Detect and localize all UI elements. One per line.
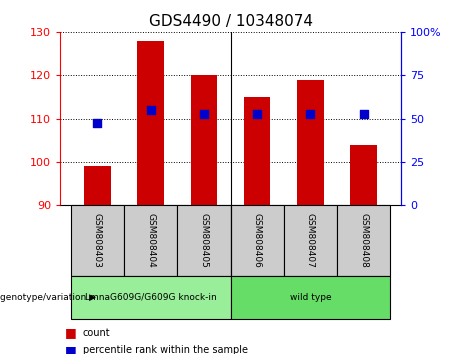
Bar <box>84 166 111 205</box>
Text: ■: ■ <box>65 326 76 339</box>
Text: genotype/variation ▶: genotype/variation ▶ <box>0 293 96 302</box>
Bar <box>230 276 390 319</box>
Point <box>307 112 314 117</box>
Text: LmnaG609G/G609G knock-in: LmnaG609G/G609G knock-in <box>85 293 216 302</box>
Point <box>200 112 207 117</box>
Text: GSM808408: GSM808408 <box>359 213 368 268</box>
Bar <box>350 144 377 205</box>
Bar <box>137 40 164 205</box>
Text: ■: ■ <box>65 344 76 354</box>
Text: count: count <box>83 328 111 338</box>
Bar <box>71 205 124 276</box>
Point <box>147 107 154 113</box>
Title: GDS4490 / 10348074: GDS4490 / 10348074 <box>148 14 313 29</box>
Point <box>360 112 367 117</box>
Bar <box>284 205 337 276</box>
Text: wild type: wild type <box>290 293 331 302</box>
Bar <box>71 276 230 319</box>
Bar <box>297 80 324 205</box>
Text: percentile rank within the sample: percentile rank within the sample <box>83 346 248 354</box>
Point <box>94 120 101 126</box>
Text: GSM808405: GSM808405 <box>199 213 208 268</box>
Bar <box>124 205 177 276</box>
Bar <box>244 97 271 205</box>
Text: GSM808404: GSM808404 <box>146 213 155 268</box>
Text: GSM808406: GSM808406 <box>253 213 262 268</box>
Bar <box>177 205 230 276</box>
Text: GSM808403: GSM808403 <box>93 213 102 268</box>
Point <box>254 112 261 117</box>
Text: GSM808407: GSM808407 <box>306 213 315 268</box>
Bar <box>190 75 217 205</box>
Bar <box>337 205 390 276</box>
Bar <box>230 205 284 276</box>
